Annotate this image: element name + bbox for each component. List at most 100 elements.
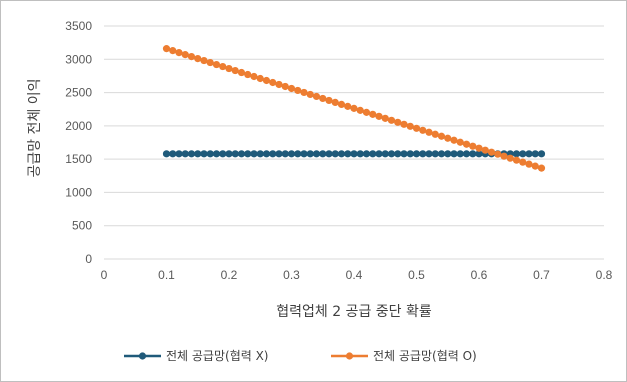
data-point-series-1 <box>319 150 327 158</box>
data-point-series-1 <box>469 150 477 158</box>
x-tick-label: 0.4 <box>346 268 363 282</box>
data-point-series-2 <box>531 162 539 170</box>
data-point-series-2 <box>456 138 464 146</box>
data-point-series-1 <box>406 150 414 158</box>
data-point-series-2 <box>419 126 427 134</box>
data-point-series-1 <box>512 150 521 158</box>
data-point-series-1 <box>262 150 271 158</box>
data-point-series-1 <box>225 150 233 158</box>
data-point-series-1 <box>425 150 433 158</box>
data-point-series-2 <box>256 74 264 83</box>
data-point-series-1 <box>200 150 208 158</box>
legend-label-series-2: 전체 공급망(협력 O) <box>373 349 477 363</box>
data-point-series-2 <box>506 154 514 162</box>
data-point-series-2 <box>319 94 327 103</box>
data-point-series-2 <box>494 150 502 158</box>
data-point-series-1 <box>269 150 277 158</box>
data-point-series-2 <box>169 47 177 55</box>
legend-item-series-2: 전체 공급망(협력 O) <box>331 349 477 363</box>
data-point-series-2 <box>275 80 283 89</box>
x-tick-label: 0.5 <box>408 268 425 282</box>
data-point-series-1 <box>281 150 289 158</box>
legend-marker-series-1 <box>138 352 147 360</box>
x-axis-title: 협력업체 2 공급 중단 확률 <box>276 304 432 320</box>
data-point-series-1 <box>437 150 446 158</box>
data-point-series-1 <box>231 150 239 158</box>
data-point-series-1 <box>462 150 471 158</box>
data-point-series-1 <box>331 150 339 158</box>
data-point-series-2 <box>406 122 414 130</box>
data-point-series-2 <box>306 90 314 99</box>
data-point-series-1 <box>175 150 183 158</box>
data-point-series-1 <box>369 150 377 158</box>
data-point-series-1 <box>275 150 283 158</box>
x-tick-label: 0 <box>101 268 108 282</box>
data-point-series-1 <box>356 150 364 158</box>
data-point-series-2 <box>212 60 221 69</box>
data-point-series-1 <box>350 150 358 158</box>
y-tick-label: 3500 <box>65 19 92 33</box>
data-point-series-2 <box>356 106 364 114</box>
data-point-series-1 <box>531 150 539 158</box>
data-point-series-2 <box>381 114 389 122</box>
legend-marker-series-2 <box>345 352 354 360</box>
data-point-series-1 <box>344 150 352 158</box>
data-point-series-1 <box>475 150 483 158</box>
data-point-series-1 <box>219 150 227 158</box>
data-point-series-2 <box>262 76 271 85</box>
data-point-series-1 <box>337 150 346 158</box>
data-point-series-2 <box>281 82 289 91</box>
y-tick-label: 2500 <box>65 86 92 100</box>
data-point-series-1 <box>456 150 464 158</box>
data-point-series-2 <box>300 88 308 97</box>
data-point-series-1 <box>525 150 533 158</box>
x-tick-label: 0.6 <box>471 268 488 282</box>
data-point-series-1 <box>325 150 333 158</box>
data-point-series-2 <box>225 64 233 73</box>
data-point-series-2 <box>512 156 521 164</box>
data-point-series-1 <box>206 150 214 158</box>
data-point-series-2 <box>331 98 339 107</box>
data-point-series-2 <box>412 124 421 132</box>
data-point-series-2 <box>525 160 533 168</box>
data-point-series-2 <box>269 78 277 87</box>
data-point-series-1 <box>519 150 527 158</box>
data-point-series-2 <box>312 92 321 101</box>
data-point-series-2 <box>175 49 183 57</box>
data-point-series-1 <box>394 150 402 158</box>
data-point-series-1 <box>450 150 458 158</box>
data-point-series-2 <box>369 110 377 118</box>
data-point-series-1 <box>400 150 408 158</box>
data-point-series-1 <box>250 150 258 158</box>
data-point-series-1 <box>244 150 252 158</box>
data-point-series-1 <box>162 150 171 158</box>
data-point-series-2 <box>394 118 402 126</box>
y-tick-label: 2000 <box>65 119 92 133</box>
data-point-series-1 <box>537 150 546 158</box>
data-point-series-2 <box>519 158 527 166</box>
data-point-series-1 <box>412 150 421 158</box>
data-point-series-1 <box>431 150 439 158</box>
data-point-series-2 <box>187 53 196 61</box>
data-point-series-2 <box>450 136 458 144</box>
data-point-series-2 <box>444 134 452 142</box>
data-point-series-2 <box>206 58 214 67</box>
y-tick-label: 3000 <box>65 52 92 66</box>
y-tick-label: 0 <box>85 252 92 266</box>
data-point-series-2 <box>337 100 346 108</box>
data-point-series-1 <box>212 150 221 158</box>
data-point-series-1 <box>256 150 264 158</box>
data-point-series-2 <box>362 108 371 116</box>
x-tick-label: 0.2 <box>221 268 238 282</box>
data-point-series-1 <box>444 150 452 158</box>
data-point-series-1 <box>194 150 202 158</box>
data-point-series-1 <box>294 150 302 158</box>
y-tick-label: 500 <box>72 219 92 233</box>
legend: 전체 공급망(협력 X) 전체 공급망(협력 O) <box>124 349 477 363</box>
data-point-series-2 <box>469 142 477 150</box>
data-point-series-2 <box>344 102 352 110</box>
data-point-series-1 <box>387 150 396 158</box>
data-point-series-2 <box>375 112 383 120</box>
